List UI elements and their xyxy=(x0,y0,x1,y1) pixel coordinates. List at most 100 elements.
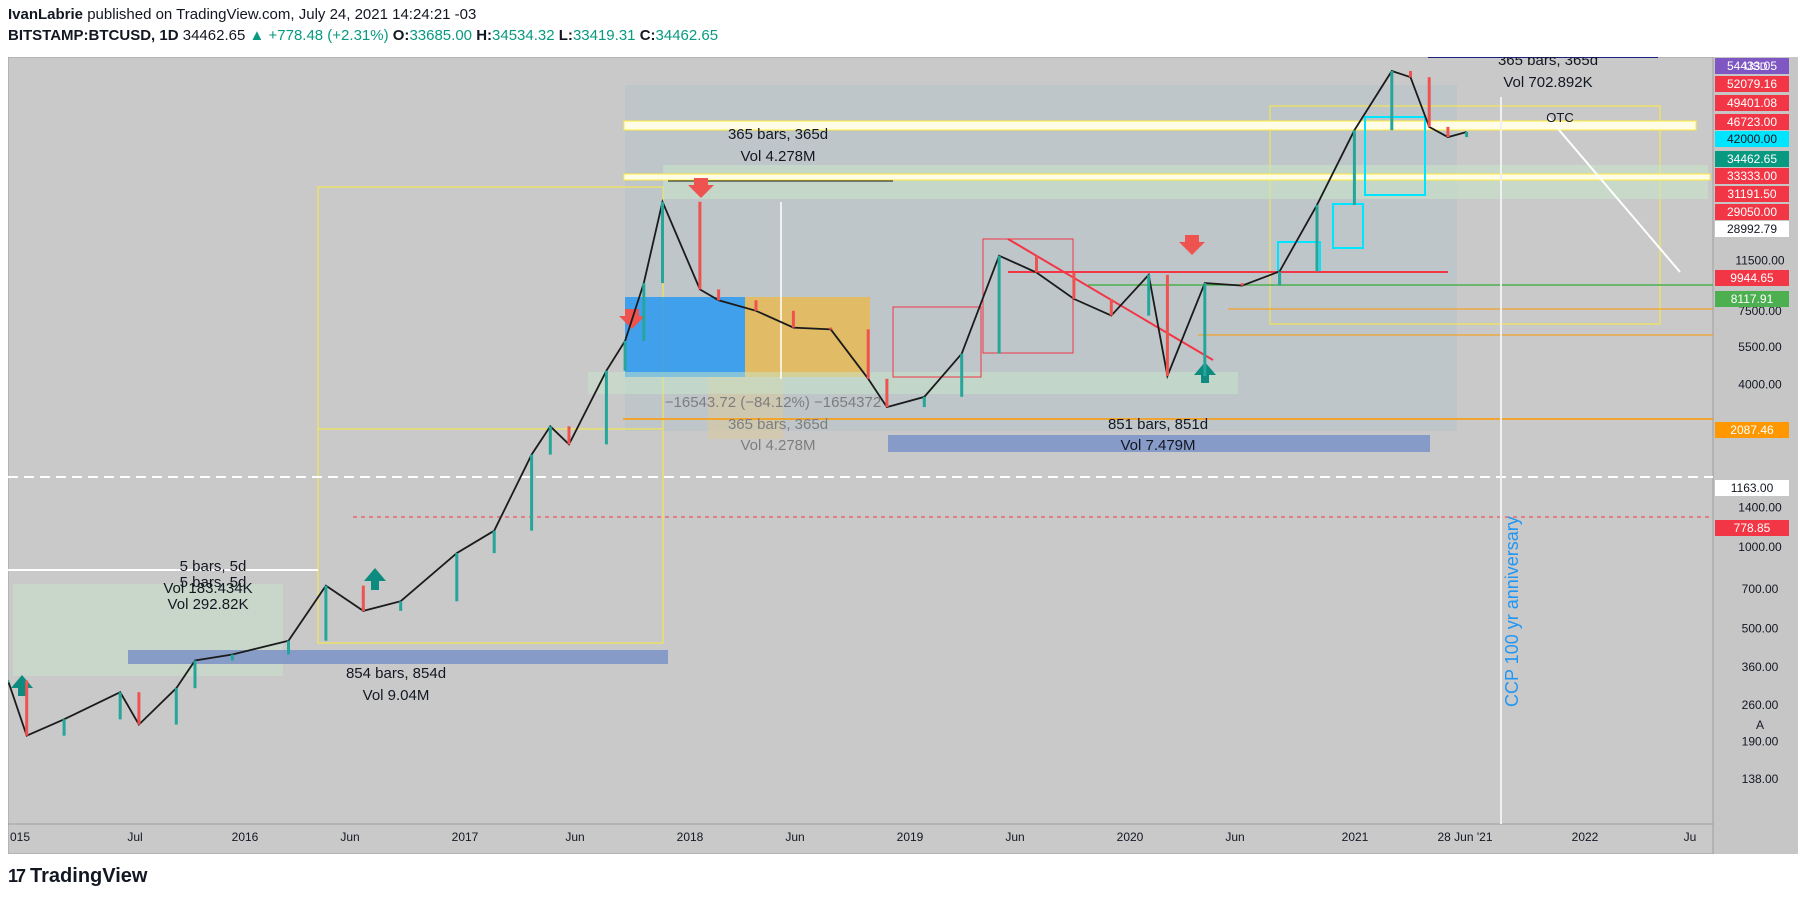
cyan-box xyxy=(1364,116,1426,196)
candle xyxy=(1427,77,1431,127)
candle xyxy=(1352,130,1356,205)
annotation-text: Vol 292.82K xyxy=(168,596,249,613)
cyan-box-3 xyxy=(1332,203,1364,249)
candle xyxy=(1203,283,1207,376)
low-value: 33419.31 xyxy=(572,27,636,44)
candle xyxy=(1390,71,1394,131)
price-tag xyxy=(1715,270,1789,286)
candle xyxy=(118,692,122,720)
x-tick-label: 015 xyxy=(10,830,30,844)
candle xyxy=(25,680,29,736)
price-tag-label: 34462.65 xyxy=(1727,152,1777,166)
symbol-label[interactable]: BITSTAMP:BTCUSD, 1D xyxy=(8,27,179,44)
x-tick-label: Ju xyxy=(1684,830,1697,844)
x-tick-label: Jul xyxy=(127,830,142,844)
chart-header: IvanLabrie published on TradingView.com,… xyxy=(8,4,718,46)
y-tick-label: 700.00 xyxy=(1742,582,1779,596)
price-tag xyxy=(1715,76,1789,92)
trend-line xyxy=(1547,116,1681,273)
arrow-up-icon xyxy=(364,568,386,590)
candle xyxy=(1278,271,1282,286)
candle xyxy=(492,530,496,554)
x-tick-label: Jun xyxy=(1005,830,1024,844)
annotation-text: CCP 100 yr anniversary xyxy=(1502,516,1522,707)
date-range-outline-3 xyxy=(317,428,664,644)
price-tag-label: 2087.46 xyxy=(1730,423,1774,437)
price-tag-label: 9944.65 xyxy=(1730,271,1774,285)
candle xyxy=(174,688,178,725)
x-axis-ticks: 015 Jul 2016 Jun 2017 Jun 2018 Jun 2019 Jun 2020 Ju… xyxy=(10,830,1696,844)
candle xyxy=(829,327,833,330)
annotation-text: 365 bars, 365d xyxy=(728,416,828,433)
price-tag-label: 1163.00 xyxy=(1731,481,1774,495)
price-tag xyxy=(1715,58,1789,74)
close-value: 34462.65 xyxy=(655,27,719,44)
candle xyxy=(567,426,571,445)
price-tag-label: 42000.00 xyxy=(1727,132,1777,146)
y-tick-label: 1400.00 xyxy=(1738,501,1782,515)
close-label: C: xyxy=(639,27,656,44)
x-tick-label: Jun xyxy=(1225,830,1244,844)
candle xyxy=(193,660,197,689)
price-tag xyxy=(1715,168,1789,184)
price-tag-label: 49401.08 xyxy=(1727,96,1777,110)
candle xyxy=(960,353,964,397)
candle xyxy=(1165,274,1169,377)
x-tick-label: Jun xyxy=(565,830,584,844)
x-tick-label: Jun xyxy=(340,830,359,844)
candle xyxy=(230,654,234,661)
annotation-text: 5 bars, 5d xyxy=(180,574,247,591)
price-tag xyxy=(1715,480,1789,496)
range-box-red-2 xyxy=(892,306,982,378)
price-tag xyxy=(1715,151,1789,167)
series-layer xyxy=(8,69,1469,737)
x-tick-label: 2018 xyxy=(677,830,704,844)
price-tag-label: 31191.50 xyxy=(1727,187,1776,201)
y-tick-label: 4000.00 xyxy=(1738,378,1782,392)
arrow-down-icon xyxy=(1179,235,1205,255)
annotation-text: 365 bars, 365d xyxy=(1498,57,1598,69)
candle xyxy=(922,396,926,408)
open-label: O: xyxy=(392,27,410,44)
price-tag-label: 8117.91 xyxy=(1731,292,1774,306)
candle xyxy=(885,378,889,408)
y-tick-label: 260.00 xyxy=(1742,698,1779,712)
candle xyxy=(698,201,702,290)
candle xyxy=(642,283,646,341)
price-chart[interactable]: 138.00 190.00 260.00 360.00 500.00 700.00 1000… xyxy=(8,57,1798,854)
candle xyxy=(137,692,141,725)
x-tick-label: 2022 xyxy=(1572,830,1599,844)
date-range-outline-1 xyxy=(1269,105,1661,325)
candle xyxy=(455,553,459,602)
hline-31191 xyxy=(623,173,1711,181)
annotation-text: A xyxy=(1756,718,1764,732)
author-name[interactable]: IvanLabrie xyxy=(8,6,84,23)
candle xyxy=(997,255,1001,354)
price-tag xyxy=(1715,520,1789,536)
annotation-text: −16543.72 (−84.12%) −1654372 xyxy=(665,394,881,411)
candle xyxy=(791,310,795,328)
x-tick-label: Jun xyxy=(785,830,804,844)
zone-band xyxy=(663,165,1708,199)
candle xyxy=(623,340,627,371)
x-tick-label: 2016 xyxy=(232,830,259,844)
arrow-down-icon xyxy=(688,178,714,198)
annotation-text: Vol 4.278M xyxy=(740,437,815,454)
annotation-text: Vol 183.434K xyxy=(163,580,252,597)
candle xyxy=(1315,204,1319,272)
price-tag-label: 46723.00 xyxy=(1727,115,1777,129)
candle xyxy=(1409,71,1412,78)
annotation-text: Vol 4.278M xyxy=(740,148,815,165)
candle xyxy=(399,601,403,611)
annotations: 365 bars, 365d Vol 702.892K 365 bars, 365d… xyxy=(163,57,1767,732)
date-range-bar-2 xyxy=(128,650,668,664)
chart-area[interactable]: 138.00 190.00 260.00 360.00 500.00 700.00 1000… xyxy=(8,57,1798,854)
volume-profile-box-2 xyxy=(745,297,870,377)
price-tag-label: 33333.00 xyxy=(1727,169,1777,183)
annotation-text: 854 bars, 854d xyxy=(346,665,446,682)
low-label: L: xyxy=(558,27,573,44)
tradingview-logo[interactable]: 17 TradingView xyxy=(8,865,147,888)
date-range-bar xyxy=(888,435,1430,452)
arrow-up-icon xyxy=(11,675,33,696)
x-tick-label: 28 Jun '21 xyxy=(1437,830,1492,844)
